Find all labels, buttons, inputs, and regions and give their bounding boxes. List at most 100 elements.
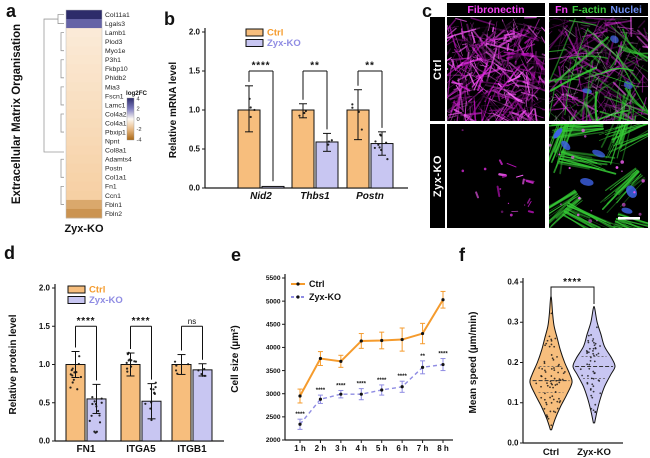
svg-text:Fn1: Fn1 (105, 184, 117, 191)
heatmap-cell-Lamc1 (66, 100, 102, 110)
svg-text:8 h: 8 h (437, 444, 449, 453)
heatmap-cell-Col8a1 (66, 145, 102, 156)
svg-text:3500: 3500 (266, 368, 281, 375)
heatmap-cell-Fbln2 (66, 208, 102, 219)
zyxko-row-text: Zyx-KO (431, 154, 444, 198)
svg-text:2000: 2000 (266, 437, 281, 444)
sig-bracket (302, 70, 328, 130)
svg-text:Cell size (µm²): Cell size (µm²) (230, 325, 241, 392)
svg-text:Fkbp10: Fkbp10 (105, 66, 128, 73)
bar-ITGB1-Ctrl (171, 364, 192, 442)
sig-bracket (550, 286, 595, 304)
svg-text:Ctrl: Ctrl (543, 447, 559, 458)
error-bar (323, 132, 331, 152)
svg-text:Zyx-KO: Zyx-KO (89, 295, 123, 306)
svg-text:log2FC: log2FC (126, 90, 147, 97)
series-Zyx-KO (297, 358, 446, 430)
svg-text:Col11a1: Col11a1 (105, 12, 130, 19)
sig-bracket (75, 325, 97, 381)
svg-text:5500: 5500 (266, 275, 281, 282)
error-bar (378, 131, 386, 156)
svg-text:Ccn1: Ccn1 (105, 193, 121, 200)
heatmap-cell-P3h1 (66, 55, 102, 65)
svg-text:Lgals3: Lgals3 (105, 21, 125, 28)
svg-text:Pbxip1: Pbxip1 (105, 129, 126, 136)
svg-text:Zyx-KO: Zyx-KO (309, 292, 341, 302)
fn-label: Fn (555, 3, 568, 16)
svg-text:Relative mRNA level: Relative mRNA level (168, 62, 179, 159)
svg-text:2 h: 2 h (315, 444, 327, 453)
svg-text:Relative protein level: Relative protein level (8, 314, 19, 414)
error-bar (177, 354, 186, 375)
error-bar (299, 103, 307, 119)
svg-text:Col4a1: Col4a1 (105, 120, 127, 127)
svg-text:Ctrl: Ctrl (89, 285, 105, 296)
svg-text:Ctrl: Ctrl (267, 28, 283, 39)
row-label-zyxko: Zyx-KO (430, 124, 445, 228)
svg-text:0.2: 0.2 (507, 358, 519, 367)
svg-text:1.5: 1.5 (39, 322, 51, 331)
heatmap-cell-Mia3 (66, 82, 102, 92)
svg-text:Postn: Postn (105, 166, 123, 173)
svg-text:2: 2 (137, 107, 140, 113)
sig-bracket (357, 70, 383, 128)
svg-text:Npnt: Npnt (105, 139, 119, 146)
error-bar (354, 89, 362, 141)
cell-size-line-chart: 2000 2500 3000 3500 4000 4500 5000 5500 1 h 2 h 3 … (230, 274, 453, 453)
svg-text:0.3: 0.3 (507, 318, 519, 327)
svg-text:0.0: 0.0 (507, 438, 519, 447)
heatmap-cell-Lgals3 (66, 19, 102, 29)
panel-letter-e: e (231, 245, 242, 265)
bar-Nid2-Zyx-KO (261, 185, 285, 189)
svg-text:3 h: 3 h (335, 444, 347, 453)
fibronectin-mesh (447, 17, 545, 121)
protein-bar-chart: 0.0 0.5 1.0 1.5 2.0 Relative protein level ***… (8, 284, 224, 455)
svg-text:ITGB1: ITGB1 (177, 444, 207, 455)
sig-bracket (248, 70, 274, 182)
heatmap-cell-Phldb2 (66, 73, 102, 83)
heatmap-cell-Myo1e (66, 46, 102, 56)
heatmap-panel: Col11a1 Lgals3 Lamb1 Plod3 Myo1e P3h1 Fkbp10 Ph… (11, 9, 147, 235)
svg-text:Fbln2: Fbln2 (105, 211, 122, 218)
svg-text:****: **** (377, 378, 387, 384)
svg-text:Adamts4: Adamts4 (105, 157, 132, 164)
sig-bracket (130, 325, 152, 380)
svg-text:1.0: 1.0 (39, 360, 51, 369)
svg-text:Phldb2: Phldb2 (105, 75, 126, 82)
svg-text:Nid2: Nid2 (250, 191, 272, 202)
heatmap-cell-Adamts4 (66, 154, 102, 165)
svg-text:FN1: FN1 (77, 444, 96, 455)
error-bar (245, 85, 253, 133)
channel-header-fibronectin: Fibronectin (447, 3, 545, 16)
heatmap-cell-Ccn1 (66, 190, 102, 201)
svg-text:Extracellular Matrix Organisat: Extracellular Matrix Organisation (11, 24, 23, 204)
svg-text:****: **** (336, 383, 346, 389)
heatmap-cell-Lamb1 (66, 28, 102, 38)
svg-text:**: ** (420, 354, 425, 360)
svg-text:0.5: 0.5 (39, 398, 51, 407)
fibronectin-label: Fibronectin (467, 3, 525, 16)
svg-text:2.0: 2.0 (189, 28, 201, 37)
svg-text:4: 4 (137, 97, 141, 103)
nuclei-label: Nuclei (610, 3, 642, 16)
svg-text:****: **** (438, 352, 448, 358)
svg-text:2.0: 2.0 (39, 284, 51, 293)
row-label-ctrl: Ctrl (430, 17, 445, 121)
svg-text:Col8a1: Col8a1 (105, 148, 127, 155)
svg-text:Mean speed (µm/min): Mean speed (µm/min) (468, 312, 479, 414)
heatmap-cell-Col1a1 (66, 172, 102, 183)
line-legend: Ctrl Zyx-KO (291, 279, 341, 302)
svg-text:4 h: 4 h (356, 444, 368, 453)
svg-text:7 h: 7 h (417, 444, 429, 453)
svg-text:0.4: 0.4 (507, 277, 519, 286)
svg-text:**: ** (310, 61, 319, 72)
panel-letter-c: c (422, 1, 433, 21)
svg-text:5000: 5000 (266, 298, 281, 305)
heatmap-cell-Postn (66, 163, 102, 174)
heatmap-cell-Fbln1 (66, 199, 102, 210)
fibronectin-sparse (461, 129, 535, 217)
